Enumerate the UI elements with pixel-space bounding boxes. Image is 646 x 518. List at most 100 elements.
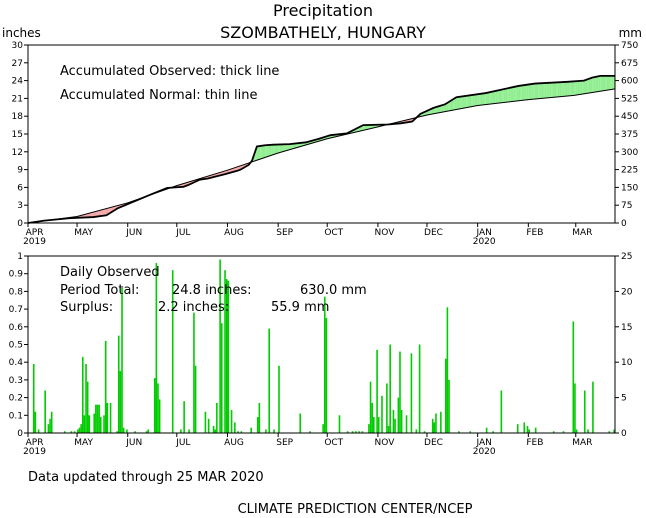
surplus-fill-segment bbox=[526, 84, 529, 100]
top-right-tick-label: 225 bbox=[621, 166, 638, 176]
bottom-left-tick-label: 0.3 bbox=[9, 376, 23, 386]
daily-precip-bar bbox=[592, 381, 594, 433]
surplus-fill-segment bbox=[605, 75, 607, 91]
bottom-month-label: NOV bbox=[375, 438, 396, 448]
surplus-fill-segment bbox=[570, 81, 573, 96]
deficit-fill-segment bbox=[86, 213, 89, 218]
surplus-fill-segment bbox=[454, 97, 457, 110]
daily-precip-bar bbox=[322, 424, 324, 433]
surplus-mm: 55.9 mm bbox=[271, 300, 329, 315]
normal-accumulated-line bbox=[27, 88, 616, 224]
daily-precip-bar bbox=[574, 383, 576, 433]
top-month-label: DEC bbox=[424, 228, 443, 238]
deficit-fill-segment bbox=[104, 208, 107, 216]
surplus-fill-segment bbox=[583, 80, 586, 94]
daily-precip-bar bbox=[587, 429, 589, 433]
surplus-fill-segment bbox=[546, 82, 548, 98]
surplus-fill-segment bbox=[440, 105, 442, 113]
surplus-fill-segment bbox=[529, 84, 532, 100]
surplus-fill-segment bbox=[539, 83, 542, 99]
bottom-right-tick-label: 5 bbox=[621, 394, 627, 404]
surplus-fill-segment bbox=[281, 144, 284, 153]
observed-accumulated-line bbox=[27, 74, 615, 224]
top-right-tick-label: 450 bbox=[621, 112, 638, 122]
period-total-label: Period Total: bbox=[60, 283, 139, 298]
surplus-fill-segment bbox=[476, 94, 478, 106]
surplus-fill-segment bbox=[284, 144, 287, 152]
surplus-fill-segment bbox=[541, 83, 544, 99]
daily-precip-bar bbox=[534, 427, 537, 433]
bottom-month-label: OCT bbox=[324, 438, 343, 448]
surplus-fill-segment bbox=[436, 106, 439, 114]
top-month-label: SEP bbox=[276, 228, 293, 238]
surplus-fill-segment bbox=[590, 77, 593, 93]
daily-precip-bar bbox=[83, 415, 86, 433]
surplus-fill-segment bbox=[515, 86, 517, 102]
surplus-fill-segment bbox=[580, 80, 583, 95]
surplus-fill-segment bbox=[572, 81, 575, 96]
daily-precip-bar bbox=[392, 409, 395, 433]
bottom-panel: 00.10.20.30.40.50.60.70.80.910510152025A… bbox=[9, 252, 633, 457]
surplus-fill-segment bbox=[598, 75, 601, 92]
surplus-fill-segment bbox=[608, 75, 611, 90]
daily-precip-bar bbox=[180, 429, 182, 433]
daily-precip-bar bbox=[157, 383, 159, 433]
daily-precip-bar bbox=[237, 431, 239, 433]
surplus-fill-segment bbox=[296, 143, 298, 148]
surplus-fill-segment bbox=[276, 144, 279, 154]
daily-precip-bar bbox=[37, 429, 40, 433]
surplus-fill-segment bbox=[587, 78, 589, 94]
surplus-fill-segment bbox=[565, 81, 568, 97]
daily-precip-bar bbox=[386, 383, 388, 433]
daily-precip-bar bbox=[77, 429, 79, 433]
surplus-fill-segment bbox=[611, 75, 614, 90]
surplus-fill-segment bbox=[554, 82, 557, 98]
bottom-month-label: AUG bbox=[224, 438, 244, 448]
daily-precip-bar bbox=[433, 422, 436, 433]
daily-precip-bar bbox=[63, 431, 66, 433]
surplus-fill-segment bbox=[588, 78, 591, 94]
daily-precip-bar bbox=[299, 413, 302, 433]
accumulated-normal-note: Accumulated Normal: thin line bbox=[60, 88, 258, 103]
daily-precip-bar bbox=[96, 404, 99, 433]
daily-precip-bar bbox=[171, 270, 174, 433]
top-left-tick-label: 27 bbox=[12, 59, 23, 69]
surplus-fill-segment bbox=[500, 89, 503, 103]
surplus-inches: 2.2 inches: bbox=[158, 300, 229, 315]
daily-precip-bar bbox=[147, 429, 149, 433]
bottom-right-tick-label: 10 bbox=[621, 358, 633, 368]
daily-precip-bar bbox=[423, 431, 426, 433]
daily-precip-bar bbox=[369, 381, 372, 433]
daily-precip-bar bbox=[338, 415, 341, 433]
deficit-fill-segment bbox=[91, 212, 94, 218]
deficit-fill-segment bbox=[103, 208, 105, 216]
daily-precip-bar bbox=[265, 429, 267, 433]
daily-precip-bar bbox=[104, 340, 107, 433]
surplus-fill-segment bbox=[273, 144, 275, 155]
surplus-fill-segment bbox=[368, 124, 370, 130]
top-month-label: JUN bbox=[125, 228, 142, 238]
top-right-tick-label: 525 bbox=[621, 94, 638, 104]
daily-precip-bar bbox=[204, 411, 207, 433]
daily-precip-bar bbox=[88, 415, 91, 433]
surplus-fill-segment bbox=[523, 84, 526, 101]
surplus-fill-segment bbox=[521, 85, 524, 101]
surplus-fill-segment bbox=[511, 87, 514, 102]
top-right-tick-label: 0 bbox=[621, 219, 627, 229]
bottom-left-tick-label: 0.9 bbox=[9, 270, 24, 280]
daily-precip-bar bbox=[116, 431, 118, 433]
daily-precip-bar bbox=[158, 399, 161, 433]
daily-precip-bar bbox=[268, 328, 270, 433]
daily-precip-bar bbox=[387, 425, 390, 433]
daily-precip-bar bbox=[126, 429, 128, 433]
daily-precip-bar bbox=[86, 381, 89, 433]
surplus-fill-segment bbox=[456, 96, 459, 110]
surplus-fill-segment bbox=[534, 83, 537, 99]
surplus-fill-segment bbox=[438, 105, 441, 113]
surplus-fill-segment bbox=[505, 88, 508, 103]
surplus-fill-segment bbox=[289, 143, 292, 150]
surplus-fill-segment bbox=[492, 91, 494, 104]
surplus-fill-segment bbox=[433, 107, 436, 114]
top-left-tick-label: 18 bbox=[12, 112, 24, 122]
surplus-fill-segment bbox=[593, 76, 596, 93]
